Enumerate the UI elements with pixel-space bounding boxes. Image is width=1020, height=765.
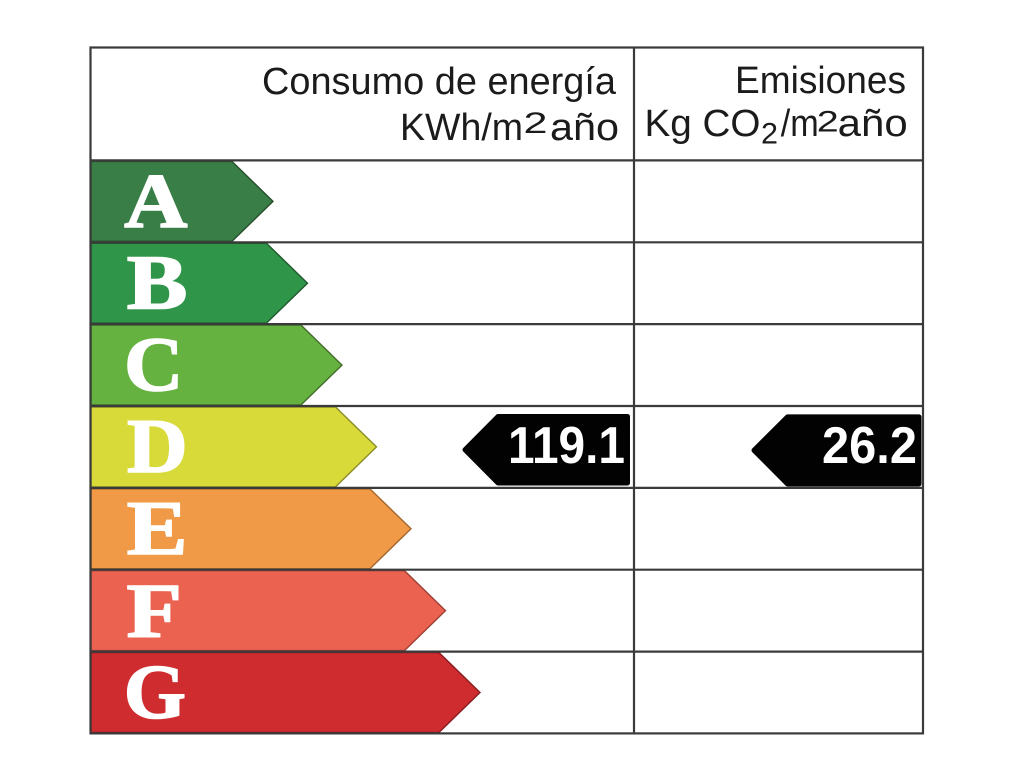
svg-text:26.2: 26.2: [822, 417, 917, 475]
svg-text:119.1: 119.1: [508, 417, 625, 475]
svg-text:/m: /m: [781, 103, 819, 145]
svg-text:2: 2: [817, 105, 839, 138]
svg-text:Consumo de energía: Consumo de energía: [262, 61, 617, 103]
svg-text:D: D: [127, 403, 188, 489]
svg-text:2: 2: [761, 118, 778, 151]
svg-text:Kg CO: Kg CO: [645, 103, 761, 145]
svg-text:F: F: [127, 568, 182, 654]
svg-text:G: G: [124, 649, 186, 735]
svg-text:2: 2: [524, 107, 548, 140]
svg-text:C: C: [124, 321, 183, 407]
svg-text:B: B: [127, 239, 188, 325]
svg-text:año: año: [550, 107, 619, 149]
svg-text:Emisiones: Emisiones: [735, 60, 906, 102]
svg-text:KWh/m: KWh/m: [400, 107, 523, 149]
svg-text:A: A: [124, 158, 188, 244]
svg-text:año: año: [838, 103, 908, 145]
svg-text:E: E: [127, 485, 188, 571]
